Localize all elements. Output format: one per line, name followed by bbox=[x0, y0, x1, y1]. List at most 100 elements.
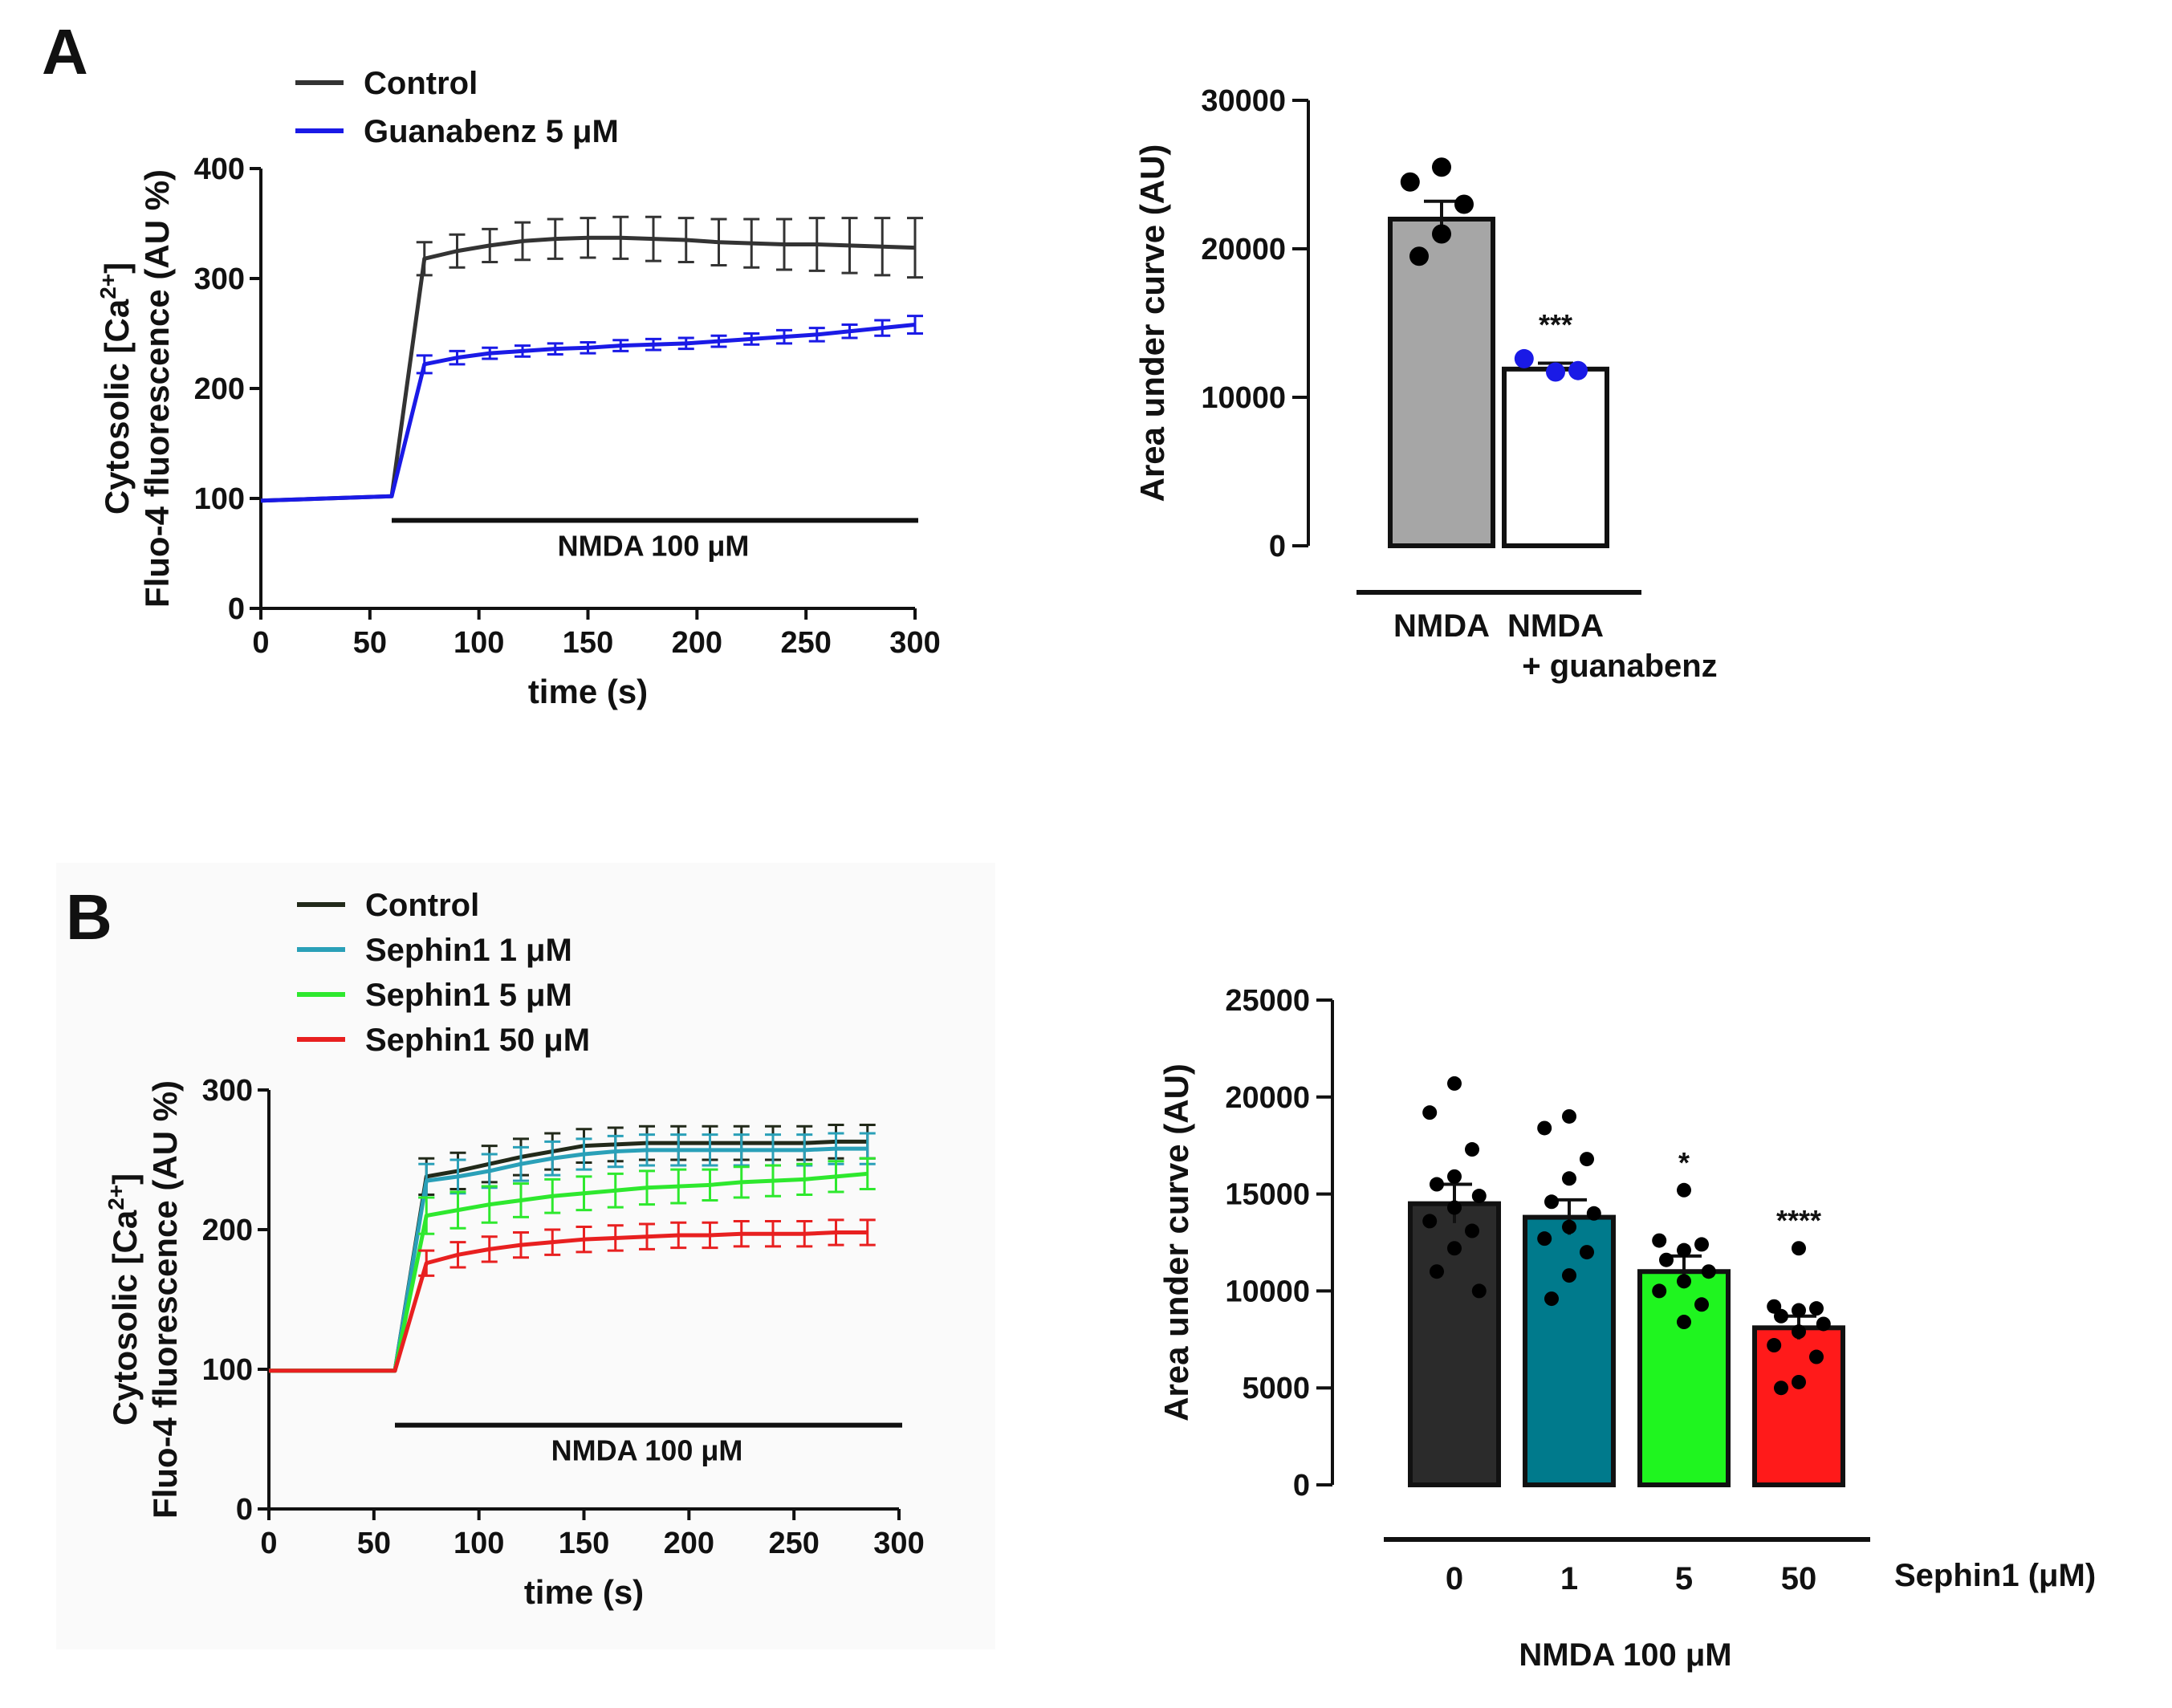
y-axis-label-secondary: Fluo-4 fluorescence (AU %) bbox=[146, 1080, 184, 1519]
data-point bbox=[1422, 1105, 1438, 1120]
data-point bbox=[1580, 1245, 1594, 1260]
group-label: Sephin1 (μM) bbox=[1894, 1558, 2096, 1593]
y-tick-label: 100 bbox=[194, 482, 245, 516]
data-point bbox=[1694, 1237, 1709, 1252]
data-point bbox=[1792, 1241, 1806, 1256]
data-point bbox=[1701, 1264, 1716, 1279]
panel-b-line-chart: 0 100 200 300 0 50 100 150 200 250 300 time (s) Cyto… bbox=[104, 888, 925, 1611]
bar bbox=[1752, 1325, 1845, 1487]
data-point bbox=[1537, 1120, 1552, 1136]
y-tick-label: 0 bbox=[228, 592, 245, 626]
x-tick-label: 250 bbox=[780, 626, 831, 660]
y-tick-label: 200 bbox=[194, 372, 245, 406]
y-tick-label: 20000 bbox=[1201, 233, 1286, 266]
bar-group-nmda-guanabenz: *** bbox=[1502, 308, 1609, 548]
x-tick-label: 150 bbox=[563, 626, 613, 660]
category-label-0: 0 bbox=[1446, 1561, 1463, 1596]
y-axis-label-primary: Cytosolic [Ca2+] bbox=[96, 262, 136, 514]
data-point bbox=[1422, 1214, 1438, 1229]
y-axis-label-primary: Cytosolic [Ca2+] bbox=[104, 1173, 144, 1425]
bar-group-5: * bbox=[1637, 1146, 1731, 1487]
panel-a-line-chart: 0 100 200 300 400 0 50 100 150 200 250 300 time (s) C… bbox=[96, 66, 941, 710]
data-point bbox=[1652, 1233, 1667, 1248]
y-tick-label: 0 bbox=[1293, 1469, 1310, 1503]
y-axis-label: Area under curve (AU) bbox=[1157, 1063, 1195, 1421]
data-point bbox=[1652, 1283, 1667, 1299]
data-point bbox=[1447, 1076, 1462, 1091]
y-axis-label-secondary: Fluo-4 fluorescence (AU %) bbox=[138, 169, 176, 608]
y-tick-label: 300 bbox=[194, 262, 245, 296]
category-label-2-line2: + guanabenz bbox=[1522, 649, 1717, 684]
legend-label-guanabenz-5-m: Guanabenz 5 μM bbox=[364, 114, 619, 149]
data-point bbox=[1580, 1152, 1594, 1167]
data-point bbox=[1677, 1242, 1691, 1258]
y-tick-label: 0 bbox=[236, 1493, 253, 1527]
x-tick-label: 50 bbox=[357, 1527, 391, 1560]
y-tick-label: 10000 bbox=[1225, 1275, 1310, 1308]
legend-label-control: Control bbox=[364, 66, 478, 101]
y-tick-label: 100 bbox=[202, 1353, 253, 1387]
x-tick-label: 100 bbox=[454, 1527, 504, 1560]
bar-group-0 bbox=[1408, 1076, 1501, 1488]
series-sephin1-5-m bbox=[269, 1157, 876, 1373]
series-guanabenz-5-m bbox=[260, 315, 923, 503]
data-point bbox=[1694, 1297, 1709, 1312]
footer-label: NMDA 100 μM bbox=[1519, 1637, 1731, 1673]
panel-a-letter: A bbox=[42, 16, 88, 87]
data-point bbox=[1774, 1308, 1788, 1324]
panel-b-background bbox=[56, 863, 995, 1649]
data-point bbox=[1792, 1374, 1806, 1389]
y-tick-label: 0 bbox=[1269, 530, 1286, 563]
bar bbox=[1502, 366, 1609, 548]
category-label-50: 50 bbox=[1781, 1561, 1817, 1596]
data-point bbox=[1562, 1171, 1576, 1186]
category-label-1: 1 bbox=[1560, 1561, 1578, 1596]
x-axis-label: time (s) bbox=[528, 673, 648, 710]
category-label-1: NMDA bbox=[1393, 608, 1490, 644]
data-point bbox=[1430, 1177, 1444, 1192]
y-tick-label: 20000 bbox=[1225, 1081, 1310, 1115]
significance-label: * bbox=[1678, 1146, 1690, 1179]
data-point bbox=[1586, 1206, 1601, 1221]
data-point bbox=[1447, 1169, 1462, 1184]
legend-label-sephin1-50-m: Sephin1 50 μM bbox=[365, 1023, 590, 1058]
data-point bbox=[1792, 1324, 1806, 1340]
data-point bbox=[1447, 1241, 1462, 1256]
data-point bbox=[1447, 1200, 1462, 1215]
series-line bbox=[260, 235, 916, 503]
bar-group-50: **** bbox=[1752, 1204, 1845, 1487]
y-tick-label: 15000 bbox=[1225, 1178, 1310, 1212]
data-point bbox=[1544, 1291, 1559, 1307]
y-tick-label: 10000 bbox=[1201, 381, 1286, 415]
x-tick-label: 0 bbox=[252, 626, 269, 660]
data-point bbox=[1537, 1231, 1552, 1246]
bar bbox=[1388, 217, 1495, 548]
series-line bbox=[269, 1230, 868, 1373]
x-tick-label: 0 bbox=[260, 1527, 277, 1560]
data-point bbox=[1774, 1381, 1788, 1396]
data-point bbox=[1677, 1182, 1691, 1198]
data-point bbox=[1471, 1189, 1487, 1204]
data-point bbox=[1816, 1316, 1831, 1332]
y-tick-label: 5000 bbox=[1242, 1372, 1310, 1405]
bar bbox=[1523, 1214, 1616, 1488]
x-tick-label: 100 bbox=[454, 626, 504, 660]
y-tick-label: 400 bbox=[194, 152, 245, 186]
legend-label-sephin1-1-m: Sephin1 1 μM bbox=[365, 933, 572, 968]
x-tick-label: 200 bbox=[664, 1527, 714, 1560]
panel-b-letter: B bbox=[66, 881, 112, 953]
data-point bbox=[1465, 1142, 1479, 1157]
bar-group-1 bbox=[1523, 1108, 1616, 1488]
nmda-label: NMDA 100 μM bbox=[558, 529, 750, 562]
x-tick-label: 300 bbox=[889, 626, 940, 660]
data-point bbox=[1562, 1219, 1576, 1234]
bar-group-nmda bbox=[1388, 157, 1495, 548]
panel-a-bar-chart: 0 10000 20000 30000 Area under curve (AU) ***… bbox=[1133, 84, 1718, 684]
data-point bbox=[1809, 1349, 1824, 1364]
x-tick-label: 200 bbox=[672, 626, 722, 660]
panel-b-bar-chart: 0 5000 10000 15000 20000 25000 Area under curv… bbox=[1157, 984, 2096, 1673]
x-tick-label: 250 bbox=[768, 1527, 819, 1560]
data-point bbox=[1514, 348, 1534, 368]
legend-label-sephin1-5-m: Sephin1 5 μM bbox=[365, 978, 572, 1013]
